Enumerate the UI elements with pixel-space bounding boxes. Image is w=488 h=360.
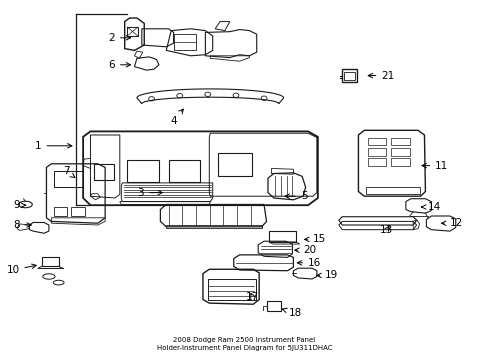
Bar: [71, 207, 84, 216]
Text: 20: 20: [294, 245, 316, 255]
Text: 19: 19: [316, 270, 338, 280]
Bar: [207, 279, 255, 300]
Bar: [94, 164, 114, 180]
Text: 12: 12: [441, 218, 462, 228]
Bar: [390, 148, 409, 156]
Bar: [390, 158, 409, 166]
Bar: [54, 207, 67, 216]
Bar: [266, 301, 281, 311]
Text: 5: 5: [285, 191, 307, 201]
Bar: [367, 138, 386, 145]
Bar: [390, 138, 409, 145]
Bar: [54, 171, 83, 187]
Text: 21: 21: [367, 71, 394, 81]
Bar: [344, 72, 354, 80]
Text: 13: 13: [379, 225, 392, 235]
Text: 15: 15: [304, 234, 325, 244]
Text: 7: 7: [62, 166, 75, 177]
Text: 18: 18: [282, 308, 301, 318]
Bar: [217, 153, 251, 176]
Bar: [41, 257, 59, 266]
Polygon shape: [137, 89, 283, 104]
Text: 10: 10: [6, 264, 36, 275]
Bar: [367, 158, 386, 166]
Text: 9: 9: [13, 200, 25, 210]
Text: 3: 3: [137, 188, 162, 198]
Text: 11: 11: [421, 161, 447, 171]
Bar: [342, 69, 356, 82]
Text: 14: 14: [421, 202, 440, 212]
Text: 2: 2: [108, 33, 130, 43]
Text: 8: 8: [13, 220, 31, 230]
Bar: [173, 34, 195, 50]
Bar: [127, 27, 138, 36]
Text: 16: 16: [297, 258, 321, 268]
Bar: [365, 187, 419, 194]
Bar: [268, 231, 295, 242]
Text: 4: 4: [170, 109, 183, 126]
Text: 2008 Dodge Ram 2500 Instrument Panel
Holder-Instrument Panel Diagram for 5JU311D: 2008 Dodge Ram 2500 Instrument Panel Hol…: [157, 337, 331, 351]
Bar: [127, 160, 159, 182]
Text: 17: 17: [245, 292, 259, 302]
Text: 6: 6: [108, 60, 130, 70]
Text: 1: 1: [35, 141, 72, 151]
Bar: [367, 148, 386, 156]
Bar: [168, 160, 200, 182]
